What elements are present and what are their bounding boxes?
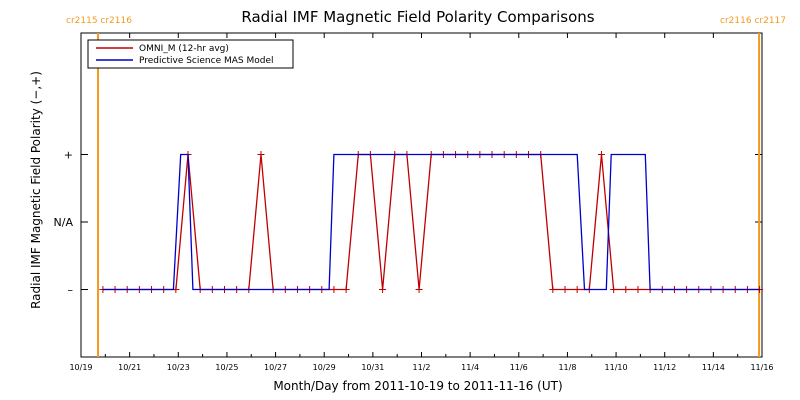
carrington-label: cr2115 cr2116	[66, 16, 132, 26]
data-point	[622, 286, 630, 293]
data-point	[379, 286, 387, 293]
data-point	[561, 286, 569, 293]
x-tick-label: 11/16	[750, 363, 773, 372]
x-tick-label: 11/14	[702, 363, 725, 372]
carrington-markers: cr2115 cr2116 cr2116 cr2117	[66, 16, 786, 357]
x-tick-label: 10/29	[313, 363, 336, 372]
x-tick-label: 11/12	[653, 363, 676, 372]
y-tick-label: +	[64, 149, 73, 162]
legend: OMNI_M (12-hr avg) Predictive Science MA…	[87, 39, 294, 69]
series-layer	[99, 151, 764, 293]
data-point	[330, 286, 338, 293]
x-tick-label: 11/4	[461, 363, 479, 372]
data-point	[549, 286, 557, 293]
x-tick-label: 10/27	[264, 363, 287, 372]
plot-frame	[80, 32, 763, 358]
x-tick-label: 10/31	[361, 363, 384, 372]
data-point	[597, 151, 605, 158]
y-tick-label: –	[68, 284, 74, 297]
x-tick-label: 10/21	[118, 363, 141, 372]
x-tick-label: 11/6	[510, 363, 528, 372]
x-tick-label: 10/23	[167, 363, 190, 372]
legend-label-omni: OMNI_M (12-hr avg)	[139, 44, 229, 54]
x-tick-label: 11/2	[413, 363, 431, 372]
x-tick-label: 11/10	[605, 363, 628, 372]
data-point	[415, 286, 423, 293]
x-tick-label: 10/19	[69, 363, 92, 372]
legend-box	[87, 39, 294, 69]
data-point	[257, 151, 265, 158]
data-point	[573, 286, 581, 293]
series-line-1	[102, 153, 760, 291]
y-axis-label: Radial IMF Magnetic Field Polarity (−,+)	[29, 71, 43, 309]
x-tick-label: 11/8	[558, 363, 576, 372]
data-point	[610, 286, 618, 293]
series-line-0	[102, 153, 760, 291]
chart-axes: 10/19 10/21 10/23 10/25 10/27 10/29 10/31 11/2 1…	[54, 33, 774, 372]
carrington-label: cr2116 cr2117	[720, 16, 786, 26]
data-point	[634, 286, 642, 293]
legend-label-mas: Predictive Science MAS Model	[139, 56, 274, 66]
chart-title: Radial IMF Magnetic Field Polarity Compa…	[241, 8, 594, 26]
data-point	[342, 286, 350, 293]
x-tick-label: 10/25	[215, 363, 238, 372]
y-tick-label: N/A	[54, 216, 74, 229]
x-axis-label: Month/Day from 2011-10-19 to 2011-11-16 …	[273, 379, 562, 393]
